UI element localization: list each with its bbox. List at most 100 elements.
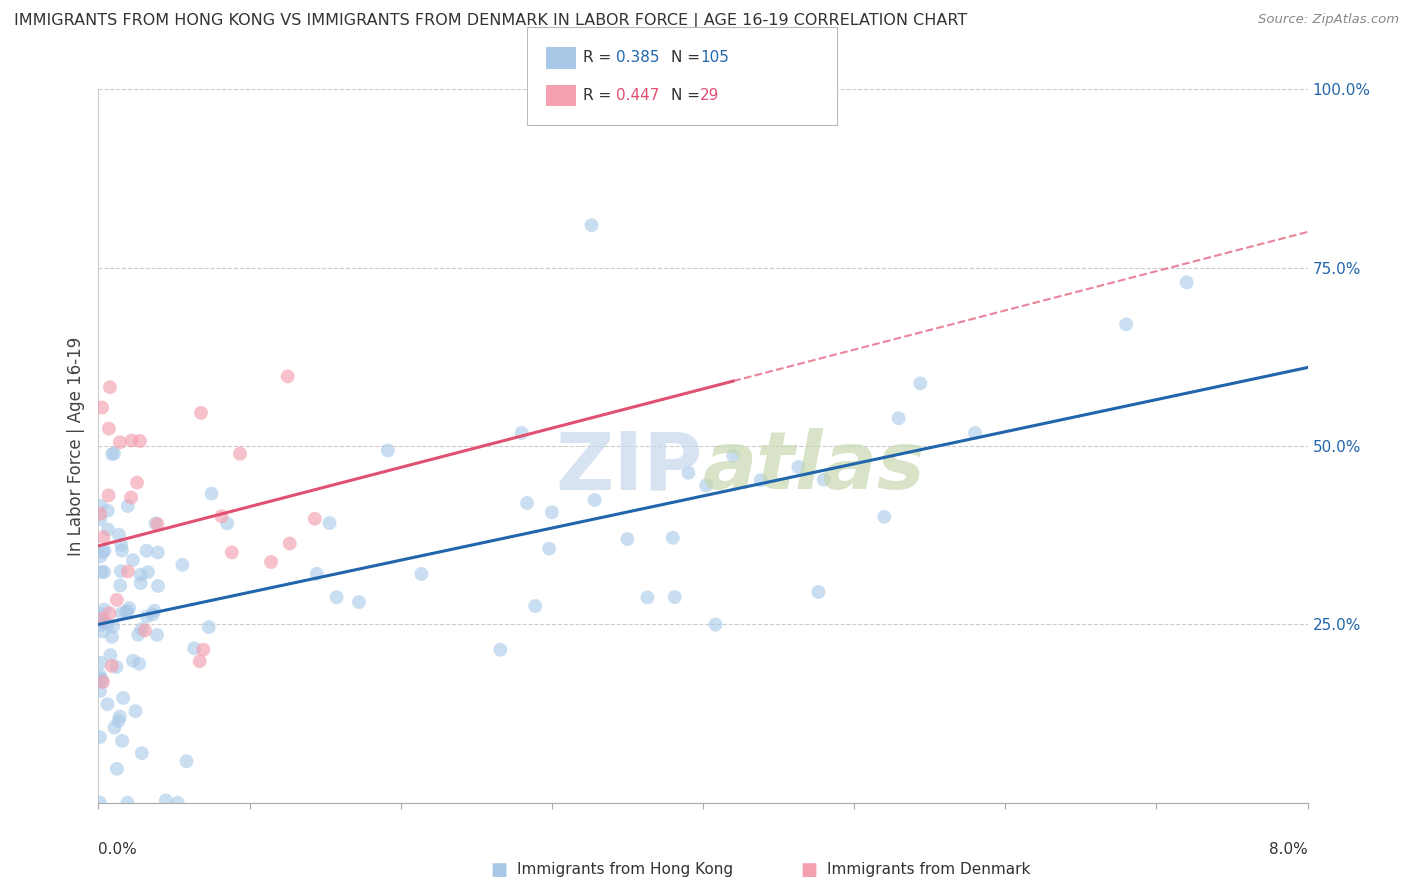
Point — [636, 591, 658, 605]
Point — [107, 714, 129, 728]
Point — [583, 493, 606, 508]
Text: R =: R = — [583, 51, 617, 65]
Point — [89, 512, 111, 526]
Point — [90, 672, 112, 686]
Point — [108, 435, 131, 450]
Point — [129, 567, 152, 582]
Point — [887, 411, 910, 425]
Point — [516, 496, 538, 510]
Point — [89, 656, 111, 670]
Point — [97, 523, 120, 537]
Point — [121, 434, 143, 448]
Point — [93, 543, 115, 558]
Point — [120, 491, 142, 505]
Point — [217, 516, 239, 531]
Point — [190, 406, 212, 420]
Point — [111, 607, 134, 621]
Point — [89, 607, 111, 621]
Point — [197, 620, 219, 634]
Point — [277, 369, 299, 384]
Point — [965, 425, 987, 440]
Point — [96, 697, 118, 711]
Point — [538, 541, 561, 556]
Text: atlas: atlas — [703, 428, 925, 507]
Point — [910, 376, 932, 391]
Point — [188, 654, 211, 668]
Point — [111, 543, 134, 558]
Point — [103, 721, 125, 735]
Point — [143, 604, 166, 618]
Point — [91, 613, 114, 627]
Point — [121, 553, 143, 567]
Point — [524, 599, 547, 613]
Point — [146, 545, 169, 559]
Point — [98, 380, 121, 394]
Point — [678, 466, 700, 480]
Point — [540, 505, 562, 519]
Point — [110, 578, 132, 592]
Point — [115, 605, 138, 619]
Point — [704, 617, 727, 632]
Point — [110, 538, 132, 552]
Point — [105, 593, 128, 607]
Text: 0.0%: 0.0% — [98, 842, 138, 857]
Point — [91, 624, 114, 639]
Point — [117, 796, 139, 810]
Text: N =: N = — [671, 88, 704, 103]
Point — [661, 531, 683, 545]
Point — [211, 509, 233, 524]
Point — [97, 422, 120, 436]
Point — [807, 585, 830, 599]
Text: ZIP: ZIP — [555, 428, 703, 507]
Point — [347, 595, 370, 609]
Point — [128, 657, 150, 671]
Point — [787, 459, 810, 474]
Point — [122, 654, 145, 668]
Point — [118, 601, 141, 615]
Text: Immigrants from Hong Kong: Immigrants from Hong Kong — [517, 863, 734, 877]
Text: Immigrants from Denmark: Immigrants from Denmark — [827, 863, 1031, 877]
Point — [93, 530, 115, 544]
Point — [260, 555, 283, 569]
Y-axis label: In Labor Force | Age 16-19: In Labor Force | Age 16-19 — [66, 336, 84, 556]
Point — [89, 618, 111, 632]
Point — [91, 675, 114, 690]
Point — [112, 690, 135, 705]
Point — [135, 609, 157, 624]
Point — [172, 558, 194, 572]
Point — [89, 730, 111, 744]
Point — [105, 660, 128, 674]
Text: Source: ZipAtlas.com: Source: ZipAtlas.com — [1258, 13, 1399, 27]
Point — [97, 617, 120, 632]
Point — [91, 401, 114, 415]
Point — [90, 565, 112, 579]
Point — [155, 793, 177, 807]
Point — [166, 796, 188, 810]
Point — [695, 478, 717, 492]
Point — [411, 566, 433, 581]
Point — [873, 509, 896, 524]
Point — [183, 641, 205, 656]
Text: ■: ■ — [491, 861, 508, 879]
Point — [89, 668, 111, 682]
Point — [146, 579, 169, 593]
Point — [278, 536, 301, 550]
Point — [664, 590, 686, 604]
Point — [305, 566, 328, 581]
Point — [101, 630, 124, 644]
Point — [129, 576, 152, 591]
Point — [105, 762, 128, 776]
Point — [93, 602, 115, 616]
Point — [221, 545, 243, 559]
Point — [135, 543, 157, 558]
Point — [117, 565, 139, 579]
Point — [124, 704, 146, 718]
Point — [1175, 276, 1198, 290]
Point — [91, 545, 114, 559]
Point — [131, 746, 153, 760]
Text: 0.385: 0.385 — [616, 51, 659, 65]
Point — [325, 591, 347, 605]
Point — [108, 709, 131, 723]
Point — [510, 425, 533, 440]
Text: 8.0%: 8.0% — [1268, 842, 1308, 857]
